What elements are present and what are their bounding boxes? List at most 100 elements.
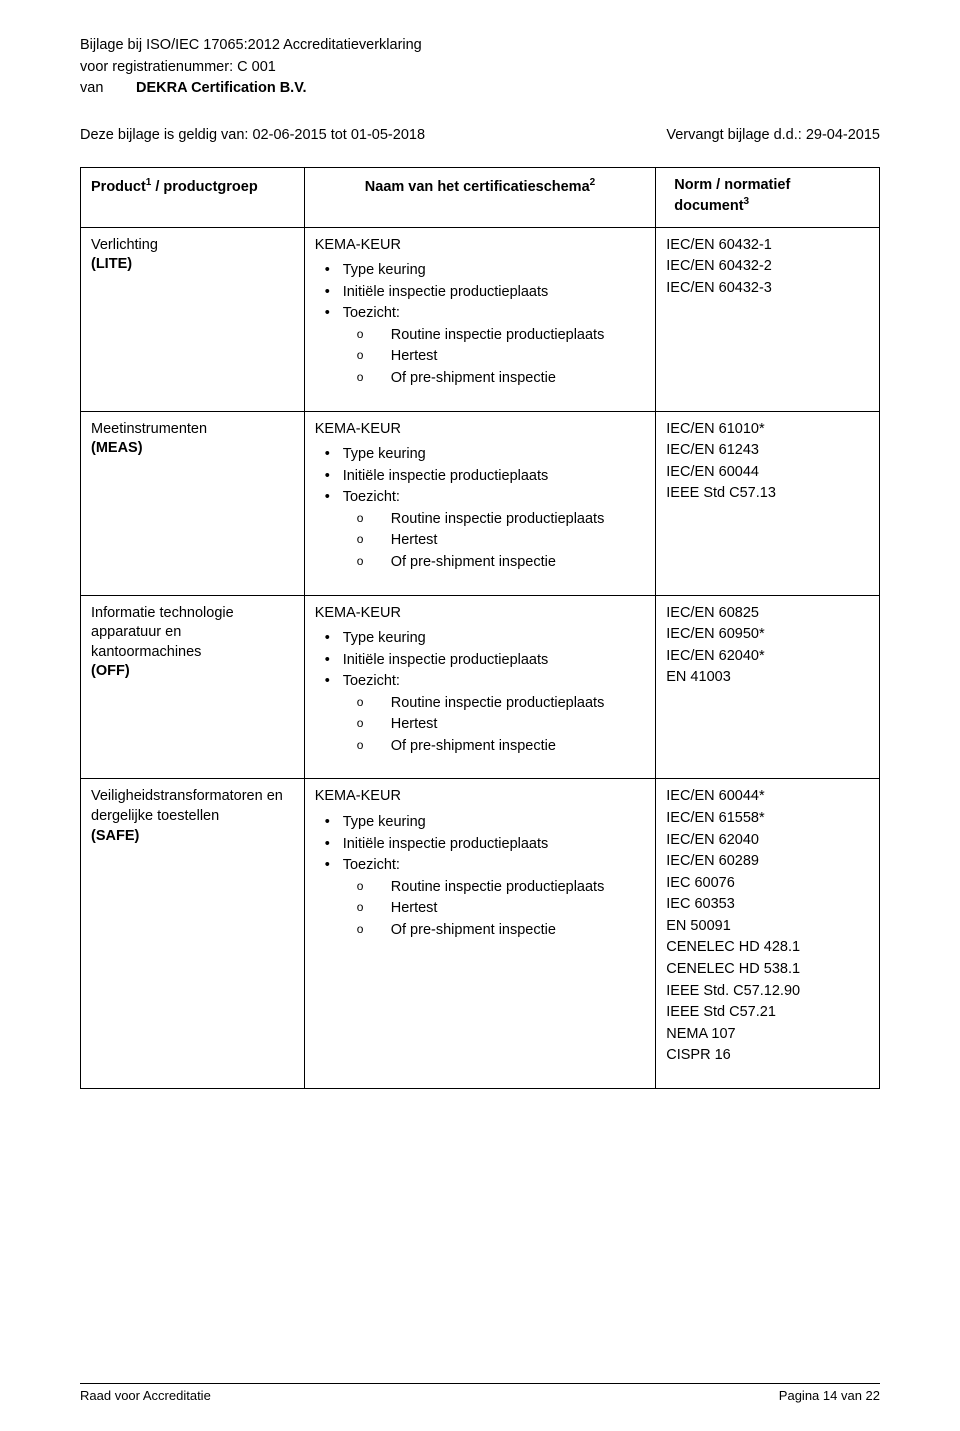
product-name: Meetinstrumenten bbox=[91, 420, 294, 440]
sub-bullet-item: Hertest bbox=[343, 715, 646, 735]
scheme-bullets: Type keuringInitiële inspectie productie… bbox=[315, 629, 646, 756]
sub-bullet-item: Routine inspectie productieplaats bbox=[343, 326, 646, 346]
norm-item: IEC 60353 bbox=[666, 895, 869, 915]
sub-bullets: Routine inspectie productieplaatsHertest… bbox=[343, 510, 646, 573]
scheme-bullets: Type keuringInitiële inspectie productie… bbox=[315, 813, 646, 940]
sub-bullet-item: Of pre-shipment inspectie bbox=[343, 921, 646, 941]
van-label: van bbox=[80, 79, 132, 99]
scheme-bullets: Type keuringInitiële inspectie productie… bbox=[315, 261, 646, 388]
norm-item: IEC/EN 60432-2 bbox=[666, 257, 869, 277]
norm-item: EN 50091 bbox=[666, 917, 869, 937]
scheme-cell: KEMA-KEUR Type keuringInitiële inspectie … bbox=[304, 779, 656, 1088]
col2-header: Naam van het certificatieschema2 bbox=[304, 167, 656, 227]
product-cell: Meetinstrumenten(MEAS) bbox=[81, 411, 305, 595]
sub-bullet-item: Routine inspectie productieplaats bbox=[343, 694, 646, 714]
norm-item: CENELEC HD 428.1 bbox=[666, 938, 869, 958]
sub-bullet-item: Routine inspectie productieplaats bbox=[343, 878, 646, 898]
scheme-name: KEMA-KEUR bbox=[315, 236, 646, 256]
bullet-item: Toezicht:Routine inspectie productieplaa… bbox=[315, 304, 646, 388]
bullet-item: Toezicht:Routine inspectie productieplaa… bbox=[315, 856, 646, 940]
norm-item: IEC/EN 60289 bbox=[666, 852, 869, 872]
bullet-item: Type keuring bbox=[315, 445, 646, 465]
bullet-item: Type keuring bbox=[315, 629, 646, 649]
product-name: Veiligheidstransformatoren en dergelijke… bbox=[91, 787, 294, 826]
scheme-bullets: Type keuringInitiële inspectie productie… bbox=[315, 445, 646, 572]
norm-item: IEC/EN 61243 bbox=[666, 441, 869, 461]
table-row: Informatie technologie apparatuur en kan… bbox=[81, 595, 880, 779]
scheme-name: KEMA-KEUR bbox=[315, 420, 646, 440]
org-name: DEKRA Certification B.V. bbox=[136, 80, 307, 96]
bullet-item: Type keuring bbox=[315, 813, 646, 833]
footer-left: Raad voor Accreditatie bbox=[80, 1388, 211, 1403]
norm-item: IEC/EN 60044 bbox=[666, 463, 869, 483]
sub-bullets: Routine inspectie productieplaatsHertest… bbox=[343, 878, 646, 941]
validity-text: Deze bijlage is geldig van: 02-06-2015 t… bbox=[80, 127, 425, 143]
norm-item: IEC/EN 60432-3 bbox=[666, 279, 869, 299]
sub-bullet-item: Routine inspectie productieplaats bbox=[343, 510, 646, 530]
col3-header-a: Norm / normatief bbox=[674, 177, 790, 193]
product-cell: Verlichting(LITE) bbox=[81, 227, 305, 411]
page: Bijlage bij ISO/IEC 17065:2012 Accredita… bbox=[0, 0, 960, 1431]
bullet-item: Initiële inspectie productieplaats bbox=[315, 283, 646, 303]
norm-item: IEEE Std. C57.12.90 bbox=[666, 982, 869, 1002]
footer-right: Pagina 14 van 22 bbox=[779, 1388, 880, 1403]
norm-item: IEC/EN 60950* bbox=[666, 625, 869, 645]
norms-cell: IEC/EN 61010*IEC/EN 61243IEC/EN 60044IEE… bbox=[656, 411, 880, 595]
replaces-text: Vervangt bijlage d.d.: 29-04-2015 bbox=[666, 127, 880, 143]
norm-item: IEC/EN 60825 bbox=[666, 604, 869, 624]
sub-bullet-item: Hertest bbox=[343, 347, 646, 367]
sub-bullet-item: Of pre-shipment inspectie bbox=[343, 369, 646, 389]
sub-bullet-item: Hertest bbox=[343, 899, 646, 919]
norm-item: CISPR 16 bbox=[666, 1046, 869, 1066]
bullet-item: Initiële inspectie productieplaats bbox=[315, 467, 646, 487]
norm-item: EN 41003 bbox=[666, 668, 869, 688]
col3-header: Norm / normatief document3 bbox=[656, 167, 880, 227]
table-row: Veiligheidstransformatoren en dergelijke… bbox=[81, 779, 880, 1088]
col2-sup: 2 bbox=[590, 177, 596, 188]
scheme-cell: KEMA-KEUR Type keuringInitiële inspectie … bbox=[304, 227, 656, 411]
product-code: (SAFE) bbox=[91, 827, 294, 847]
bullet-item: Type keuring bbox=[315, 261, 646, 281]
norm-item: IEC/EN 60432-1 bbox=[666, 236, 869, 256]
bullet-item: Initiële inspectie productieplaats bbox=[315, 651, 646, 671]
product-code: (LITE) bbox=[91, 255, 294, 275]
header-line-1: Bijlage bij ISO/IEC 17065:2012 Accredita… bbox=[80, 36, 880, 56]
sub-bullet-item: Hertest bbox=[343, 531, 646, 551]
norm-item: NEMA 107 bbox=[666, 1025, 869, 1045]
col3-header-b: document bbox=[674, 198, 743, 214]
norms-cell: IEC/EN 60825IEC/EN 60950*IEC/EN 62040*EN… bbox=[656, 595, 880, 779]
col1-header-a: Product bbox=[91, 179, 146, 195]
validity-row: Deze bijlage is geldig van: 02-06-2015 t… bbox=[80, 127, 880, 143]
col1-header-b: / productgroep bbox=[151, 179, 257, 195]
product-cell: Informatie technologie apparatuur en kan… bbox=[81, 595, 305, 779]
main-table: Product1 / productgroep Naam van het cer… bbox=[80, 167, 880, 1089]
norm-item: IEC/EN 60044* bbox=[666, 787, 869, 807]
scheme-cell: KEMA-KEURType keuringInitiële inspectie … bbox=[304, 595, 656, 779]
norm-item: IEC/EN 62040 bbox=[666, 831, 869, 851]
header-line-org: van DEKRA Certification B.V. bbox=[80, 79, 880, 99]
scheme-name: KEMA-KEUR bbox=[315, 787, 646, 807]
norm-item: CENELEC HD 538.1 bbox=[666, 960, 869, 980]
table-header-row: Product1 / productgroep Naam van het cer… bbox=[81, 167, 880, 227]
sub-bullets: Routine inspectie productieplaatsHertest… bbox=[343, 694, 646, 757]
product-cell: Veiligheidstransformatoren en dergelijke… bbox=[81, 779, 305, 1088]
product-name: Informatie technologie apparatuur en kan… bbox=[91, 604, 294, 663]
header-line-2: voor registratienummer: C 001 bbox=[80, 58, 880, 78]
col1-header: Product1 / productgroep bbox=[81, 167, 305, 227]
sub-bullet-item: Of pre-shipment inspectie bbox=[343, 737, 646, 757]
norm-item: IEC/EN 61010* bbox=[666, 420, 869, 440]
norm-item: IEC 60076 bbox=[666, 874, 869, 894]
table-row: Verlichting(LITE) KEMA-KEUR Type keuringIn… bbox=[81, 227, 880, 411]
bullet-item: Toezicht:Routine inspectie productieplaa… bbox=[315, 672, 646, 756]
bullet-item: Toezicht:Routine inspectie productieplaa… bbox=[315, 488, 646, 572]
norm-item: IEC/EN 61558* bbox=[666, 809, 869, 829]
product-code: (MEAS) bbox=[91, 439, 294, 459]
product-name: Verlichting bbox=[91, 236, 294, 256]
sub-bullets: Routine inspectie productieplaatsHertest… bbox=[343, 326, 646, 389]
norms-cell: IEC/EN 60432-1IEC/EN 60432-2IEC/EN 60432… bbox=[656, 227, 880, 411]
scheme-cell: KEMA-KEUR Type keuringInitiële inspectie … bbox=[304, 411, 656, 595]
norm-item: IEC/EN 62040* bbox=[666, 647, 869, 667]
table-body: Verlichting(LITE)KEMA-KEURType keuringIn… bbox=[81, 227, 880, 1088]
product-code: (OFF) bbox=[91, 662, 294, 682]
col3-sup: 3 bbox=[744, 196, 750, 207]
